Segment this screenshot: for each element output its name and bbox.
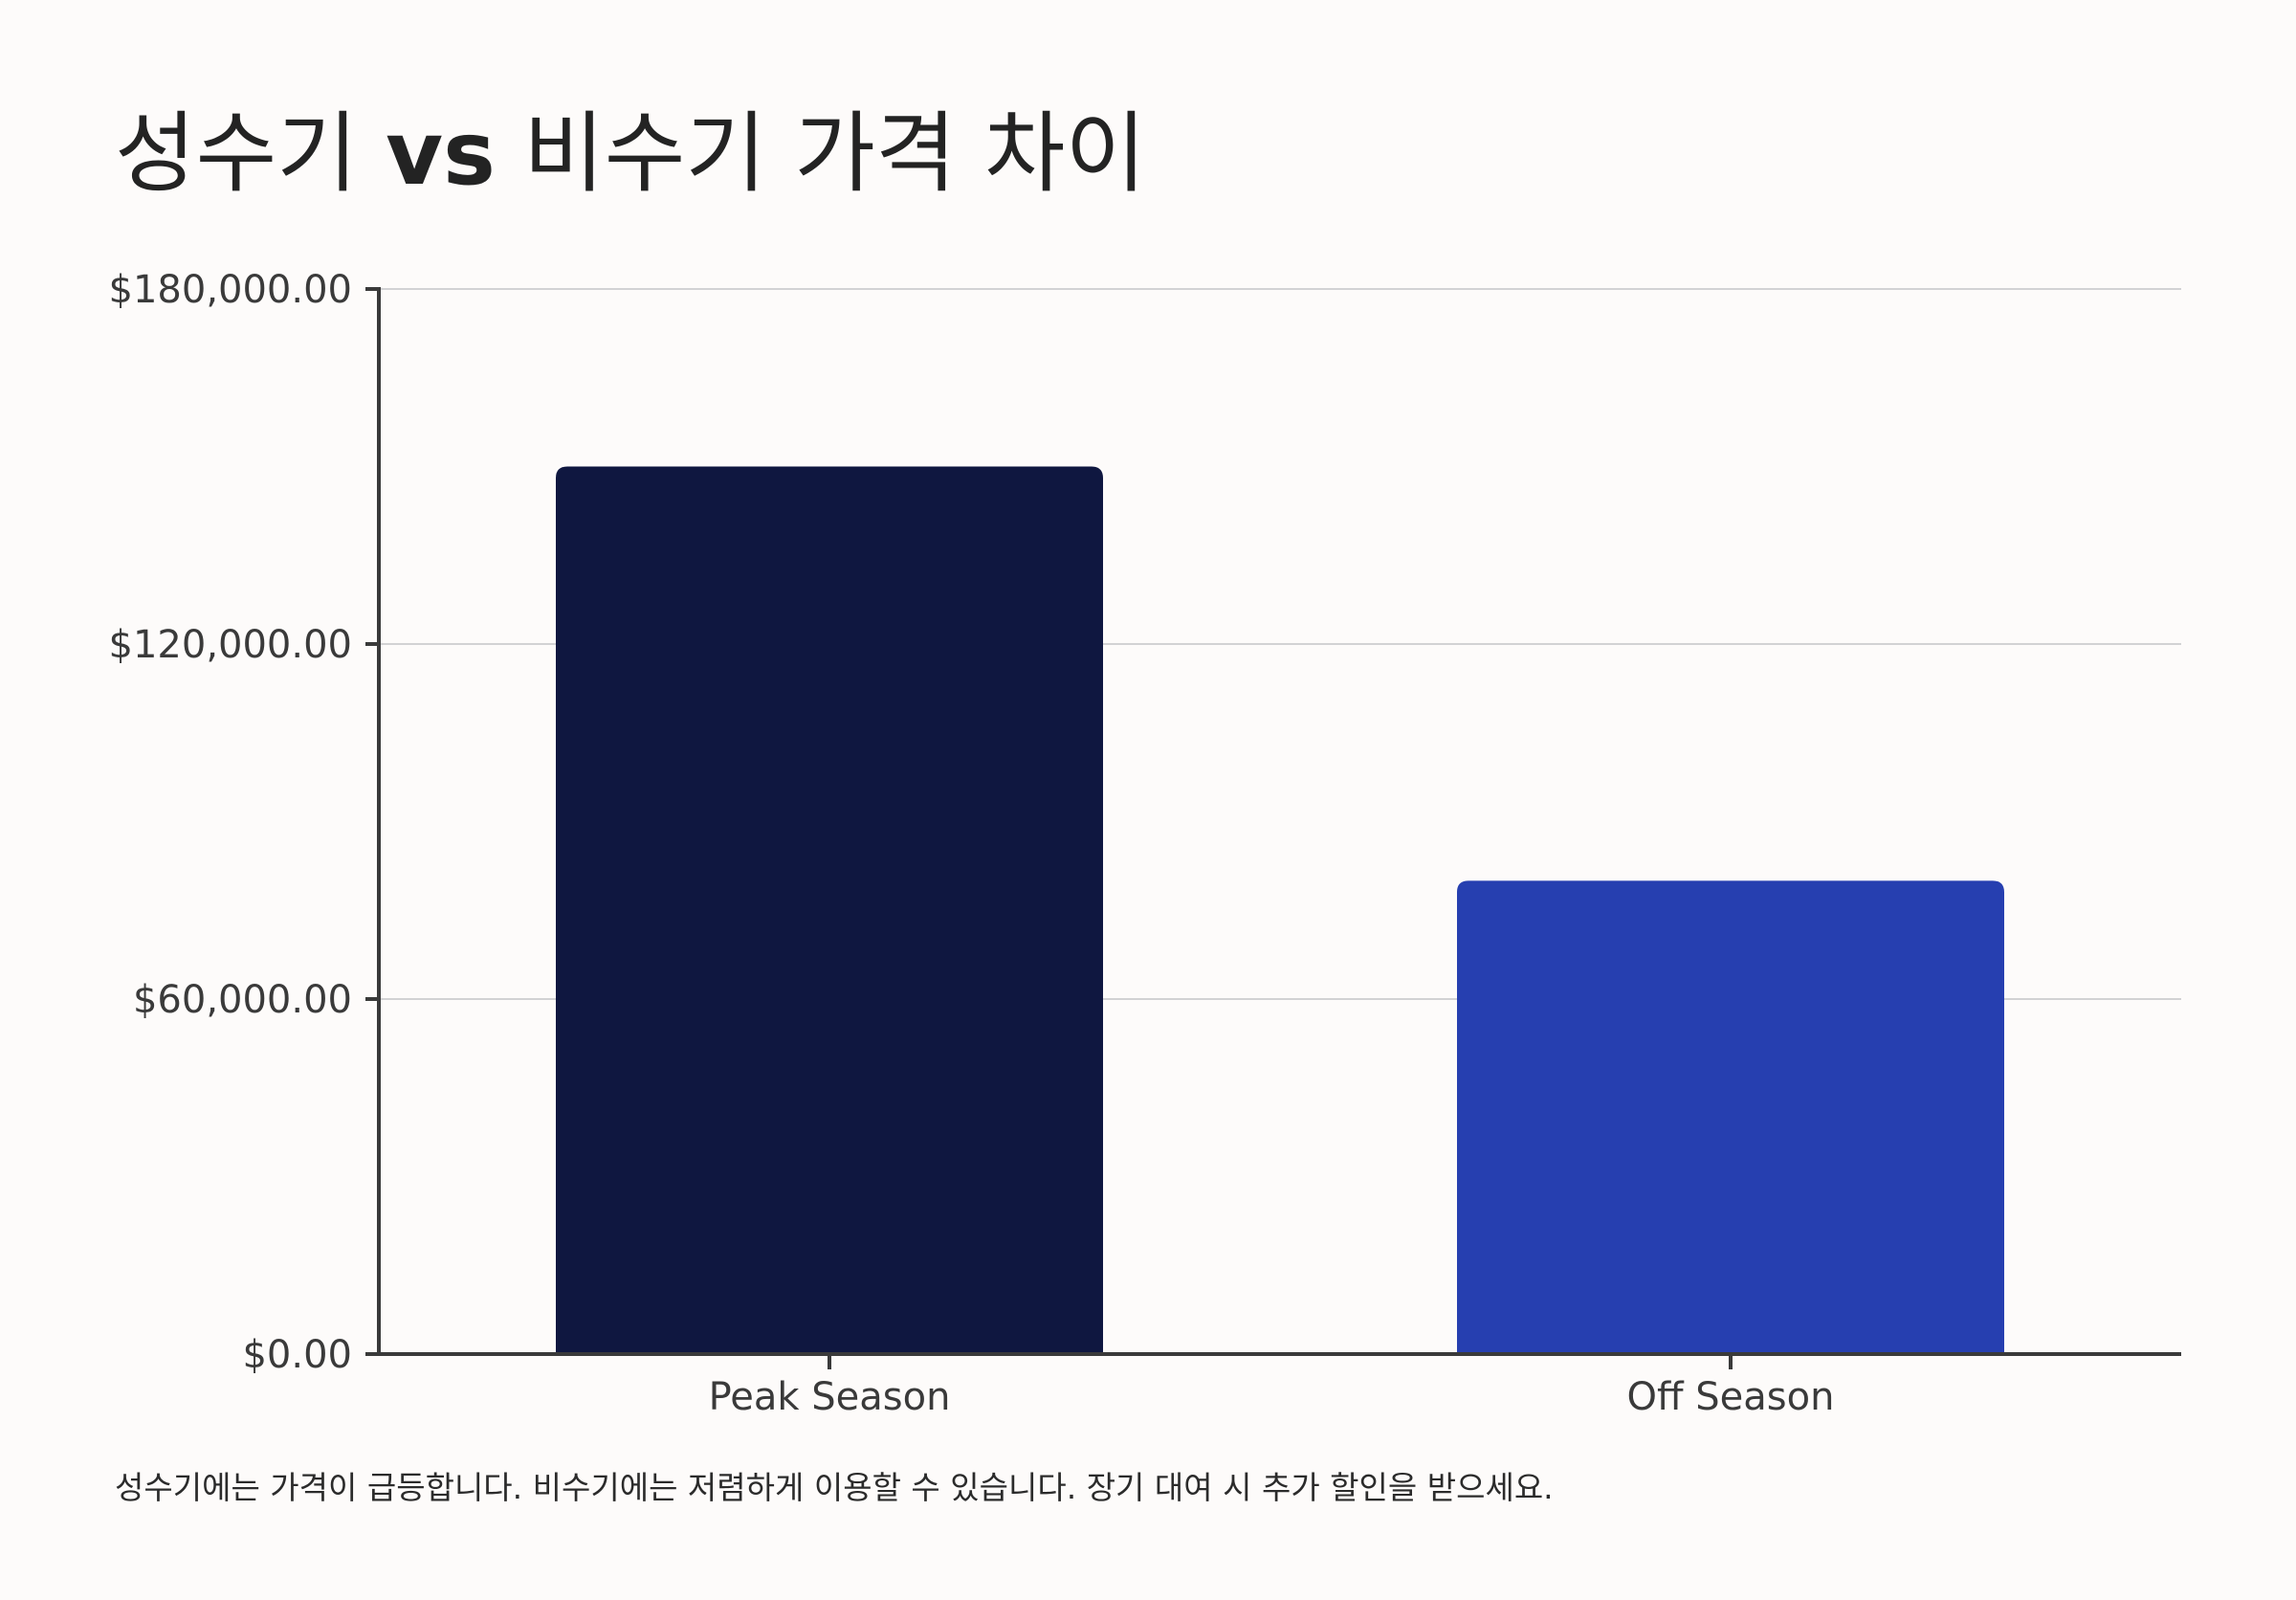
x-tick-label: Off Season <box>1627 1375 1835 1419</box>
y-ticks: $0.00 $60,000.00 $120,000.00 $180,000.00 <box>109 268 379 1377</box>
y-tick-label: $60,000.00 <box>133 978 352 1022</box>
title-bold: vs <box>386 102 496 205</box>
y-tick-label: $180,000.00 <box>109 268 352 312</box>
bar-peak-season <box>556 466 1103 1354</box>
chart-title: 성수기 vs 비수기 가격 차이 <box>115 82 1146 210</box>
y-tick-label: $0.00 <box>242 1333 352 1377</box>
title-suffix: 비수기 가격 차이 <box>495 102 1147 205</box>
bar-off-season <box>1457 880 2004 1354</box>
title-prefix: 성수기 <box>115 102 386 205</box>
x-ticks: Peak Season Off Season <box>709 1354 1835 1419</box>
axes <box>377 287 2181 1356</box>
bars <box>556 466 2004 1354</box>
y-tick-label: $120,000.00 <box>109 623 352 667</box>
x-tick-label: Peak Season <box>709 1375 951 1419</box>
chart-caption: 성수기에는 가격이 급등합니다. 비수기에는 저렴하게 이용할 수 있습니다. … <box>115 1469 1554 1506</box>
